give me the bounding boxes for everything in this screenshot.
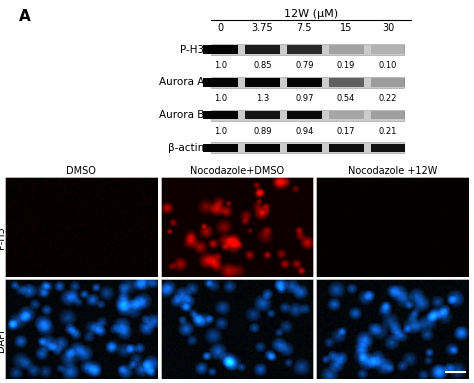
Text: Aurora A: Aurora A — [159, 77, 204, 87]
Text: 15: 15 — [340, 23, 352, 33]
Text: 30: 30 — [382, 23, 394, 33]
Bar — [203, 111, 238, 119]
Bar — [203, 78, 238, 87]
Text: 12W (μM): 12W (μM) — [284, 9, 338, 19]
Bar — [371, 46, 405, 54]
Text: 0.19: 0.19 — [337, 61, 356, 70]
Text: β-actin: β-actin — [168, 143, 204, 153]
Text: 0.94: 0.94 — [295, 127, 313, 136]
Text: 0.85: 0.85 — [253, 61, 272, 70]
Bar — [329, 78, 364, 87]
Text: 0.22: 0.22 — [379, 94, 397, 103]
Text: P-H3: P-H3 — [181, 45, 204, 55]
Text: B: B — [7, 186, 19, 201]
Bar — [211, 77, 404, 88]
Text: 1.3: 1.3 — [256, 94, 269, 103]
Bar — [245, 144, 280, 152]
Title: Nocodazole+DMSO: Nocodazole+DMSO — [190, 166, 284, 176]
Text: 0: 0 — [218, 23, 224, 33]
Text: 7.5: 7.5 — [297, 23, 312, 33]
Text: 0.21: 0.21 — [379, 127, 397, 136]
Y-axis label: DAPI: DAPI — [0, 329, 6, 352]
Bar — [211, 142, 404, 153]
Text: 0.89: 0.89 — [253, 127, 272, 136]
Bar — [245, 46, 280, 54]
Text: 0.97: 0.97 — [295, 94, 314, 103]
Bar — [245, 78, 280, 87]
Text: 1.0: 1.0 — [214, 61, 228, 70]
Bar — [329, 46, 364, 54]
Bar — [287, 144, 322, 152]
Bar — [329, 111, 364, 119]
Title: Nocodazole +12W: Nocodazole +12W — [348, 166, 438, 176]
Text: 3.75: 3.75 — [252, 23, 273, 33]
Bar — [371, 78, 405, 87]
Bar — [287, 46, 322, 54]
Title: DMSO: DMSO — [66, 166, 96, 176]
Bar — [203, 46, 238, 54]
Bar — [211, 44, 404, 55]
Bar — [203, 144, 238, 152]
Text: 1.0: 1.0 — [214, 127, 228, 136]
Bar — [329, 144, 364, 152]
Y-axis label: P-H3: P-H3 — [0, 227, 6, 249]
Text: Aurora B: Aurora B — [159, 110, 204, 120]
Text: A: A — [18, 9, 30, 24]
Text: 0.79: 0.79 — [295, 61, 314, 70]
Bar — [211, 110, 404, 121]
Bar — [287, 111, 322, 119]
Text: 0.54: 0.54 — [337, 94, 356, 103]
Bar — [245, 111, 280, 119]
Text: 1.0: 1.0 — [214, 94, 228, 103]
Bar — [371, 111, 405, 119]
Text: 0.17: 0.17 — [337, 127, 356, 136]
Bar — [371, 144, 405, 152]
Bar — [287, 78, 322, 87]
Text: 0.10: 0.10 — [379, 61, 397, 70]
